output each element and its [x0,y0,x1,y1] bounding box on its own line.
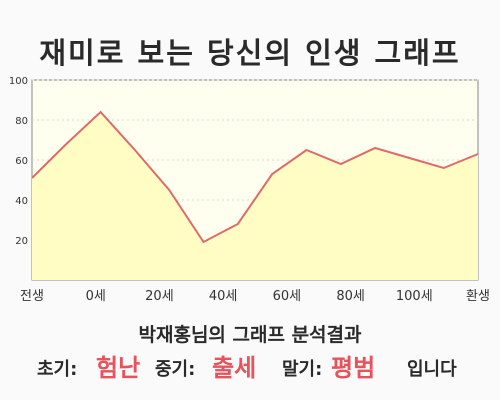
y-tick-label: 80 [15,116,28,127]
x-tick-label: 80세 [336,289,365,304]
early-value: 험난 [96,354,141,382]
analysis-result: 초기: 험난 중기: 출세 말기: 평범 입니다 [0,345,500,385]
x-tick-label: 환생 [466,289,490,304]
page-title: 재미로 보는 당신의 인생 그래프 [39,36,461,70]
x-axis: 전생 0세 20세 40세 60세 80세 100세 환생 [20,289,490,304]
x-tick-label: 전생 [20,289,44,304]
mid-label: 중기: [155,359,196,380]
y-tick-label: 20 [15,236,28,247]
x-tick-label: 60세 [273,289,302,304]
late-value: 평범 [331,354,376,382]
life-chart: 20 40 60 80 100 전생 0세 20세 40세 60세 80세 100세 환생 [9,76,490,304]
series-line [31,110,479,244]
x-tick-label: 40세 [209,289,238,304]
mid-value: 출세 [212,354,257,382]
x-tick-label: 0세 [86,289,106,304]
y-axis: 20 40 60 80 100 [9,76,28,247]
y-tick-label: 100 [9,76,28,87]
y-tick-label: 40 [15,196,28,207]
series-area [32,112,478,280]
ending-text: 입니다 [407,359,457,380]
late-label: 말기: [282,359,323,380]
x-tick-label: 100세 [396,289,433,304]
early-label: 초기: [37,359,78,380]
analysis-title: 박재홍님의 그래프 분석결과 [138,324,362,346]
x-tick-label: 20세 [145,289,174,304]
y-tick-label: 60 [15,156,28,167]
